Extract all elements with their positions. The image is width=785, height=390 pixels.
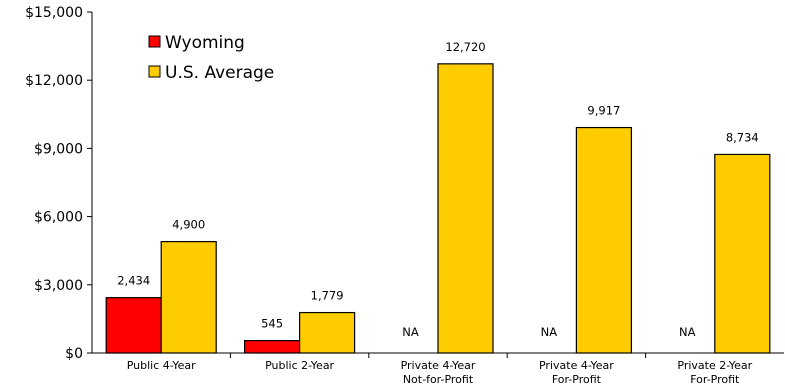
y-tick-label: $0 <box>65 346 83 362</box>
bar-us-average <box>714 153 771 354</box>
legend-label: U.S. Average <box>165 63 274 83</box>
bar-us-average <box>160 241 217 354</box>
data-label: 8,734 <box>726 130 759 144</box>
data-label: NA <box>541 325 558 339</box>
data-label: 545 <box>261 317 283 331</box>
x-category-label: For-Profit <box>690 373 740 386</box>
y-tick-label: $12,000 <box>25 73 83 89</box>
bar-us-average <box>575 126 633 354</box>
y-tick-label: $9,000 <box>34 141 83 157</box>
data-label: NA <box>402 325 419 339</box>
data-label: 9,917 <box>587 104 620 118</box>
bars-group: 2,434 4,900 545 1,779 NA 12,720 NA 9,917 NA 8,734 <box>105 40 771 354</box>
legend: Wyoming U.S. Average <box>148 33 274 83</box>
bar-wyoming <box>105 297 162 354</box>
y-tick-label: $6,000 <box>34 210 83 226</box>
x-category-label: Private 4-Year <box>539 359 614 372</box>
x-category-label: Public 4-Year <box>127 359 196 372</box>
x-category-label: For-Profit <box>552 373 602 386</box>
y-axis: $0 $3,000 $6,000 $9,000 $12,000 $15,000 <box>25 5 92 362</box>
x-category-label: Public 2-Year <box>265 359 334 372</box>
bar-us-average <box>299 311 356 354</box>
x-axis: Public 4-Year Public 2-Year Private 4-Year… <box>127 353 753 386</box>
data-label: 2,434 <box>117 274 150 288</box>
data-label: 12,720 <box>445 40 485 54</box>
bar-us-average <box>437 63 494 354</box>
bar-wyoming <box>244 340 301 354</box>
x-category-label: Private 4-Year <box>401 359 476 372</box>
data-label: NA <box>679 325 696 339</box>
x-category-label: Not-for-Profit <box>403 373 474 386</box>
x-category-label: Private 2-Year <box>677 359 752 372</box>
legend-swatch <box>148 65 161 78</box>
data-label: 1,779 <box>311 289 344 303</box>
y-tick-label: $15,000 <box>25 5 83 21</box>
legend-label: Wyoming <box>165 33 245 53</box>
y-tick-label: $3,000 <box>34 278 83 294</box>
data-label: 4,900 <box>172 218 205 232</box>
legend-swatch <box>148 35 161 48</box>
